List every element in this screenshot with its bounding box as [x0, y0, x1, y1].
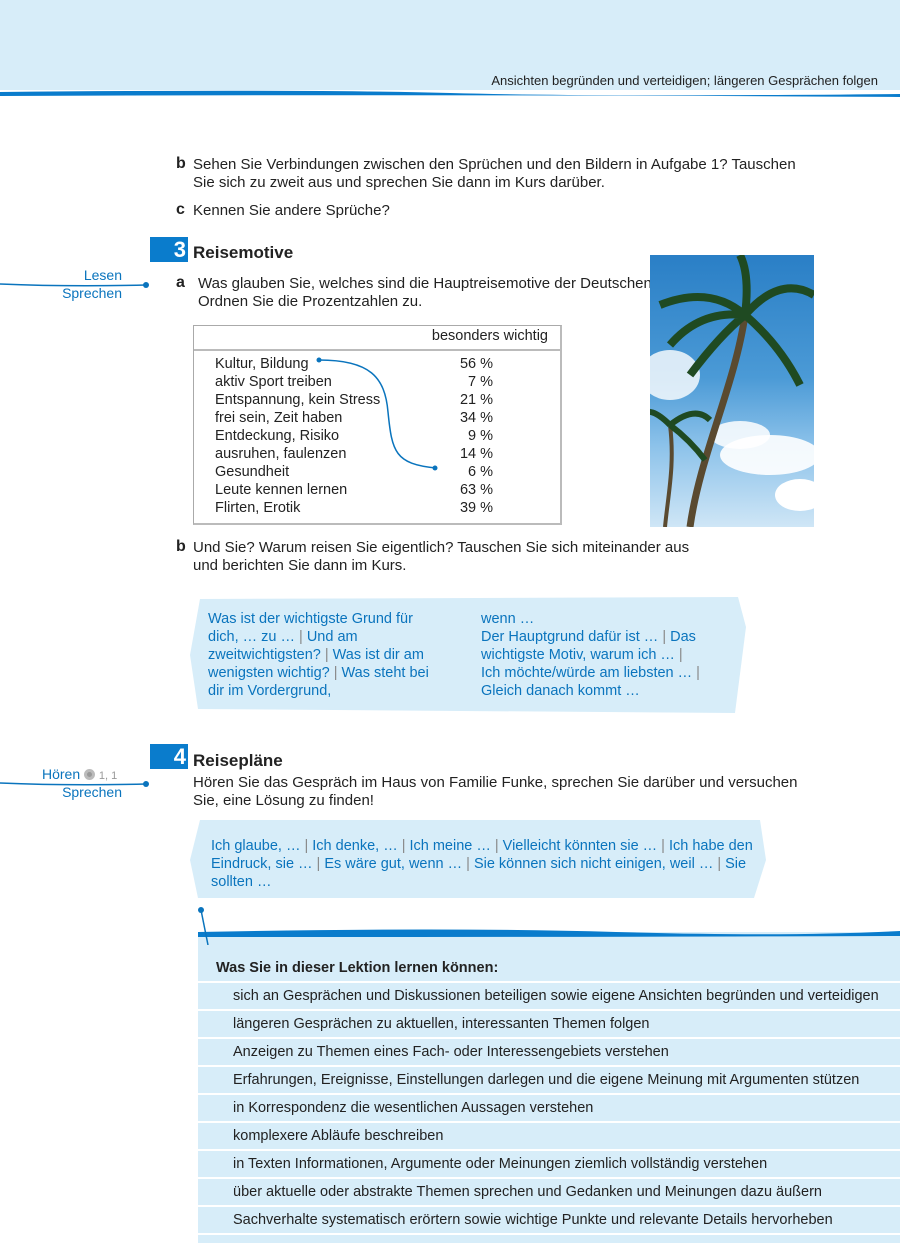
motives-table: besonders wichtig Kultur, Bildung 56 % akt…: [193, 325, 562, 525]
learning-goal-item: in Korrespondenz die wesentlichen Aussag…: [198, 1095, 900, 1123]
learning-goals-box: Was Sie in dieser Lektion lernen können:…: [198, 932, 900, 1243]
section-number: 4: [150, 744, 188, 769]
percent-value: 9 %: [468, 428, 493, 444]
section-number: 3: [150, 237, 188, 262]
task-a-text: Was glauben Sie, welches sind die Hauptr…: [198, 275, 661, 310]
example-connector: [316, 357, 438, 471]
percent-value: 6 %: [468, 464, 493, 480]
table-row: frei sein, Zeit haben 34 %: [194, 409, 560, 427]
task-label: c: [176, 201, 185, 218]
phrase-list: wenn … Der Hauptgrund dafür ist … | Das wich…: [481, 611, 700, 699]
skill-label: Sprechen: [62, 285, 122, 301]
task-text: Hören Sie das Gespräch im Haus von Famil…: [193, 774, 798, 809]
learning-goal-item: sich an Gesprächen und Diskussionen bete…: [198, 983, 900, 1011]
learning-goals-title: Was Sie in dieser Lektion lernen können:: [198, 955, 900, 983]
skill-label: Sprechen: [62, 784, 122, 800]
table-row: ausruhen, faulenzen 14 %: [194, 445, 560, 463]
motive-label: Gesundheit: [215, 464, 290, 480]
learning-goal-item: über aktuelle oder abstrakte Themen spre…: [198, 1179, 900, 1207]
phrase-box-bg: [190, 597, 746, 713]
table-row: Kultur, Bildung 56 %: [194, 355, 560, 373]
page-header-band: [0, 0, 900, 90]
motive-label: Entdeckung, Risiko: [215, 428, 340, 444]
percent-value: 63 %: [459, 482, 493, 498]
table-row: Flirten, Erotik 39 %: [194, 499, 560, 517]
percent-value: 7 %: [468, 374, 493, 390]
task-c-text: Kennen Sie andere Sprüche?: [193, 202, 390, 219]
skill-label: Lesen: [83, 267, 122, 283]
percent-value: 56 %: [459, 356, 493, 372]
phrase-list: Was ist der wichtigste Grund für dich, … …: [208, 611, 429, 699]
motive-label: aktiv Sport treiben: [215, 374, 332, 390]
learning-goal-item: Anzeigen zu Themen eines Fach- oder Inte…: [198, 1039, 900, 1067]
section-title: Reisepläne: [193, 751, 283, 770]
learning-goal-item: Erfahrungen, Ereignisse, Einstellungen d…: [198, 1067, 900, 1095]
table-header: besonders wichtig: [194, 326, 560, 351]
running-header: Ansichten begründen und verteidigen; län…: [491, 73, 878, 88]
motive-label: Entspannung, kein Stress: [215, 392, 381, 408]
task-b-text: Sehen Sie Verbindungen zwischen den Sprü…: [193, 156, 796, 191]
learning-box-wave: [198, 907, 900, 945]
motive-label: ausruhen, faulenzen: [215, 446, 347, 462]
motive-label: Flirten, Erotik: [215, 500, 301, 516]
cd-icon: [84, 769, 96, 780]
task-b-text: Und Sie? Warum reisen Sie eigentlich? Ta…: [193, 539, 690, 574]
percent-value: 34 %: [459, 410, 493, 426]
margin-line: [0, 282, 149, 288]
percent-value: 39 %: [459, 500, 493, 516]
motive-label: Kultur, Bildung: [215, 356, 309, 372]
margin-line: [0, 781, 149, 787]
table-row: aktiv Sport treiben 7 %: [194, 373, 560, 391]
header-wave-line: [0, 90, 900, 97]
table-row: Gesundheit 6 %: [194, 463, 560, 481]
motive-label: frei sein, Zeit haben: [215, 410, 343, 426]
percent-value: 14 %: [459, 446, 493, 462]
task-label: a: [176, 274, 185, 291]
learning-goal-item: komplexere Abläufe beschreiben: [198, 1123, 900, 1151]
phrase-box-bg: [190, 820, 766, 898]
learning-goal-item: in Texten Informationen, Argumente oder …: [198, 1151, 900, 1179]
phrase-list: Ich glaube, … | Ich denke, … | Ich meine … | V…: [211, 838, 753, 890]
table-row: Entdeckung, Risiko 9 %: [194, 427, 560, 445]
percent-value: 21 %: [459, 392, 493, 408]
motive-label: Leute kennen lernen: [215, 482, 348, 498]
task-label: b: [176, 538, 186, 555]
skill-label: Hören 1, 1: [42, 766, 118, 782]
section-title: Reisemotive: [193, 243, 294, 262]
table-row: Entspannung, kein Stress 21 %: [194, 391, 560, 409]
table-row: Leute kennen lernen 63 %: [194, 481, 560, 499]
learning-goal-item: längeren Gesprächen zu aktuellen, intere…: [198, 1011, 900, 1039]
task-label: b: [176, 155, 186, 172]
palm-tree-photo: [650, 255, 814, 527]
learning-goal-item: Sachverhalte systematisch erörtern sowie…: [198, 1207, 900, 1235]
